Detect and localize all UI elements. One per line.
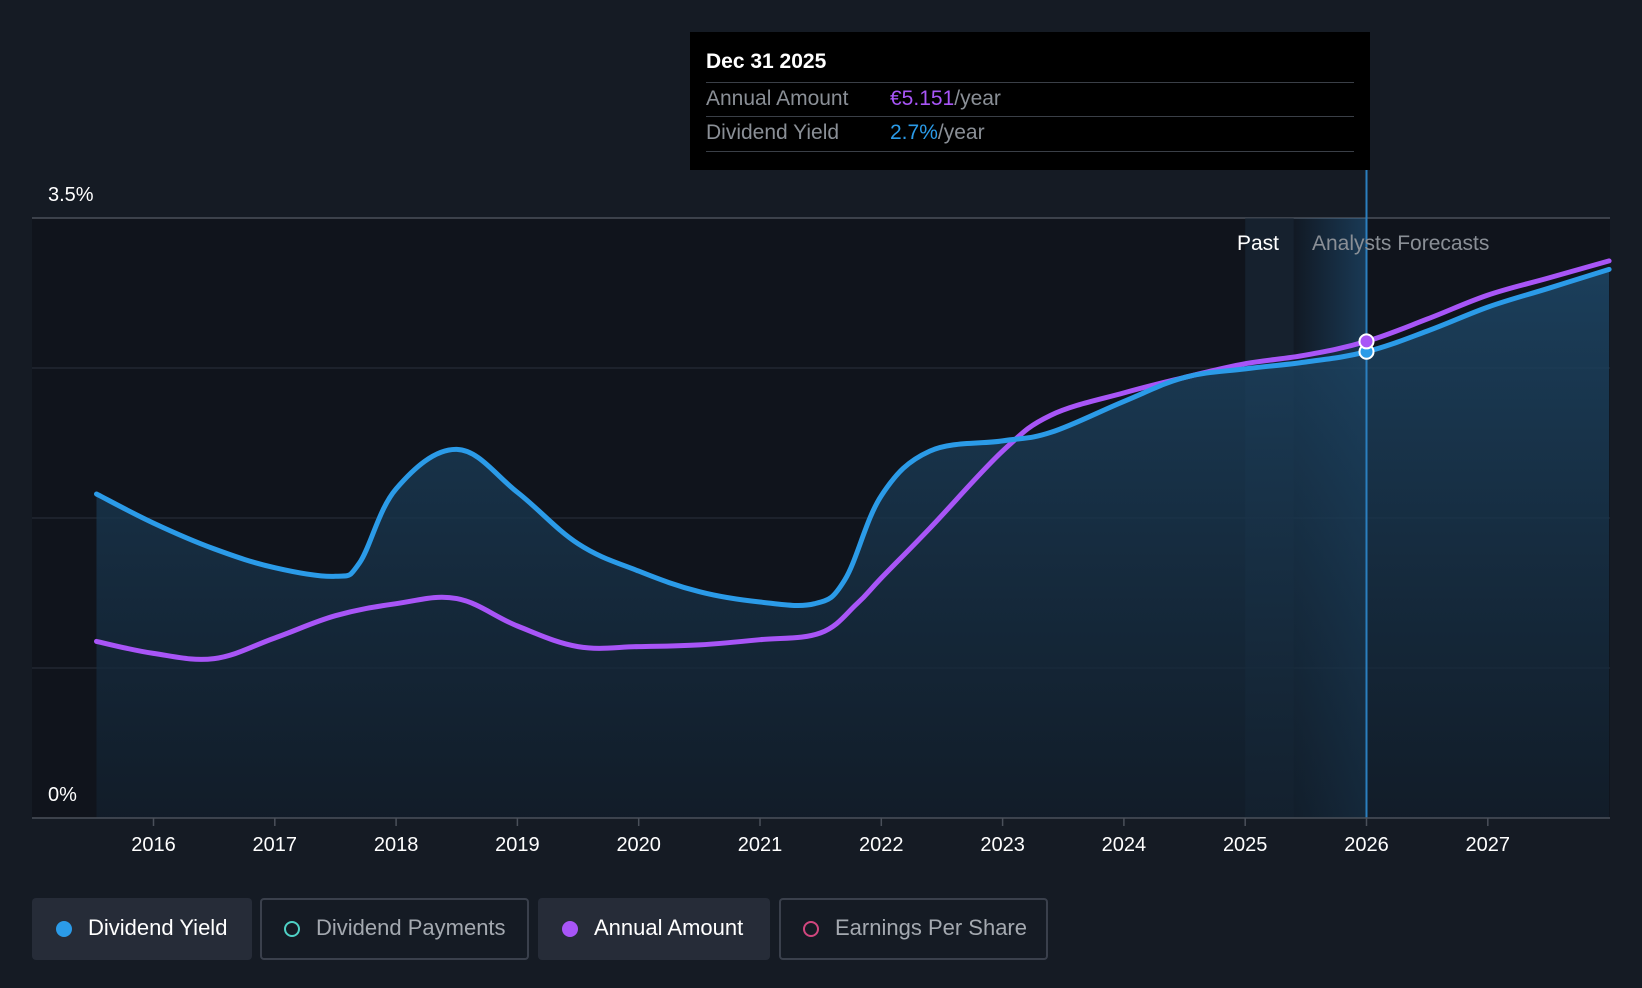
x-tick-label: 2017 xyxy=(253,834,298,856)
tooltip-date: Dec 31 2025 xyxy=(706,50,827,73)
dividend-yield-area xyxy=(96,269,1610,818)
legend-dividend-yield[interactable]: Dividend Yield xyxy=(32,898,252,960)
circle-filled-icon xyxy=(562,921,578,937)
tooltip-row-annual-amount: Annual Amount €5.151/year xyxy=(706,82,1354,117)
y-axis-top-label: 3.5% xyxy=(48,184,94,206)
forecast-label: Analysts Forecasts xyxy=(1312,232,1489,255)
x-tick-label: 2026 xyxy=(1344,834,1389,856)
tooltip-label: Dividend Yield xyxy=(706,121,840,144)
x-tick-label: 2016 xyxy=(131,834,176,856)
tooltip-value: €5.151 xyxy=(890,87,955,110)
legend-label: Annual Amount xyxy=(594,915,744,940)
x-axis-ticks: 2016 2017 2018 2019 2020 2021 2022 2023 2024 2025… xyxy=(131,818,1510,856)
x-tick-label: 2020 xyxy=(616,834,661,856)
legend-dividend-payments[interactable]: Dividend Payments xyxy=(260,898,529,960)
legend-label: Earnings Per Share xyxy=(835,915,1027,940)
x-tick-label: 2022 xyxy=(859,834,904,856)
tooltip-suffix: /year xyxy=(954,87,1001,110)
x-tick-label: 2021 xyxy=(738,834,783,856)
dividend-yield-line xyxy=(94,266,1612,608)
legend-label: Dividend Payments xyxy=(316,915,506,940)
tooltip: Dec 31 2025 Annual Amount €5.151/year Di… xyxy=(690,32,1370,170)
x-tick-label: 2023 xyxy=(980,834,1025,856)
x-tick-label: 2018 xyxy=(374,834,419,856)
legend-label: Dividend Yield xyxy=(88,915,228,940)
annual-amount-line xyxy=(94,258,1612,662)
y-axis-bottom-label: 0% xyxy=(48,784,77,806)
x-tick-label: 2025 xyxy=(1223,834,1268,856)
tooltip-suffix: /year xyxy=(937,121,985,144)
x-tick-label: 2027 xyxy=(1466,834,1511,856)
past-label: Past xyxy=(1237,232,1279,255)
legend-annual-amount[interactable]: Annual Amount xyxy=(538,898,770,960)
tooltip-row-dividend-yield: Dividend Yield 2.7%/year xyxy=(706,116,1354,152)
legend-earnings-per-share[interactable]: Earnings Per Share xyxy=(779,898,1048,960)
x-tick-label: 2024 xyxy=(1102,834,1147,856)
circle-outline-icon xyxy=(803,921,819,937)
circle-filled-icon xyxy=(56,921,72,937)
tooltip-label: Annual Amount xyxy=(706,87,849,110)
circle-outline-icon xyxy=(284,921,300,937)
annual-amount-marker xyxy=(1358,333,1375,350)
tooltip-value: 2.7% xyxy=(890,121,938,144)
x-tick-label: 2019 xyxy=(495,834,540,856)
